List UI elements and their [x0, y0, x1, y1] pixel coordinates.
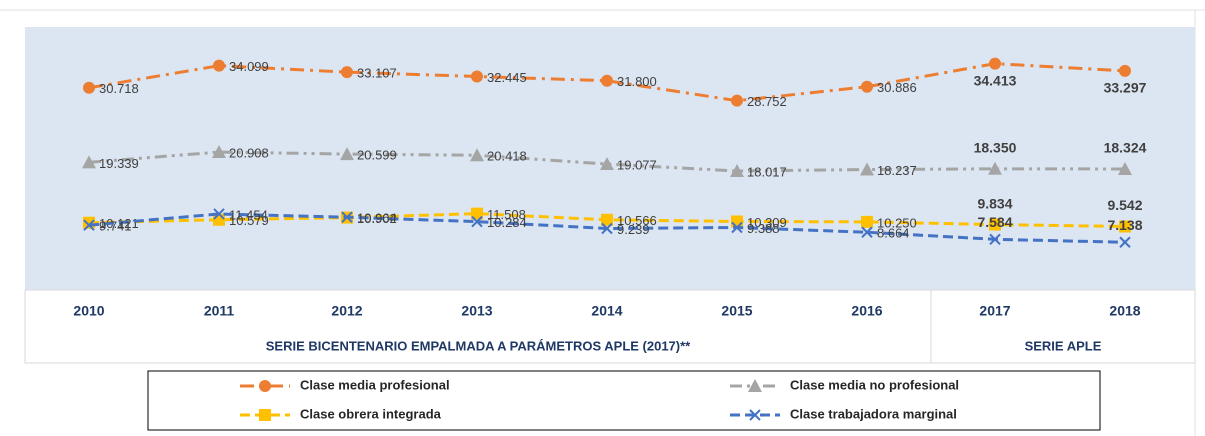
data-label: 18.237: [877, 163, 917, 178]
data-label: 10.964: [357, 211, 397, 226]
data-label: 10.579: [229, 213, 269, 228]
x-tick-label: 2010: [73, 303, 104, 319]
data-label: 9.834: [977, 195, 1012, 211]
data-label: 7.138: [1107, 217, 1142, 233]
point: [340, 147, 354, 161]
data-label: 18.017: [747, 164, 787, 179]
point: [83, 216, 95, 229]
data-label: 11.454: [229, 207, 268, 222]
data-label: 20.599: [357, 148, 397, 163]
data-label: 10.566: [617, 213, 657, 228]
legend-label: Clase trabajadora marginal: [790, 406, 957, 421]
point: [601, 213, 613, 226]
data-label: 31.800: [617, 74, 657, 89]
data-label: 28.752: [747, 94, 787, 109]
data-label: 34.413: [974, 72, 1017, 88]
legend-marker: [749, 409, 761, 421]
data-label: 20.418: [487, 149, 527, 164]
legend-label: Clase media profesional: [300, 377, 450, 392]
data-label: 18.350: [974, 140, 1017, 156]
point: [989, 233, 1001, 246]
x-tick-label: 2012: [331, 303, 362, 319]
data-label: 10.121: [99, 216, 139, 231]
data-label: 19.339: [99, 156, 139, 171]
point: [341, 66, 353, 79]
legend-marker: [748, 379, 762, 392]
data-label: 7.584: [977, 214, 1012, 230]
x-tick-label: 2017: [979, 303, 1010, 319]
x-tick-label: 2018: [1109, 303, 1140, 319]
point: [1118, 161, 1132, 175]
point: [601, 222, 613, 235]
point: [730, 163, 744, 177]
legend-label: Clase obrera integrada: [300, 406, 442, 421]
x-tick-label: 2016: [851, 303, 882, 319]
point: [83, 219, 95, 231]
group-label: SERIE APLE: [1025, 338, 1102, 353]
legend-marker: [259, 380, 271, 392]
legend-label: Clase media no profesional: [790, 377, 959, 392]
x-tick-label: 2011: [204, 303, 235, 319]
point: [341, 211, 353, 223]
data-label: 10.309: [747, 215, 787, 230]
point: [212, 145, 226, 159]
point: [989, 57, 1001, 70]
point: [731, 215, 743, 228]
point: [213, 59, 225, 72]
point: [213, 208, 225, 220]
data-label: 32.445: [487, 70, 527, 85]
point: [471, 70, 483, 83]
point: [601, 74, 613, 87]
point: [861, 80, 873, 93]
series-line: [88, 150, 1126, 173]
series-line: [88, 62, 1126, 103]
point: [470, 148, 484, 162]
point: [988, 161, 1002, 175]
data-label: 33.297: [1104, 80, 1147, 96]
data-label: 8.664: [877, 226, 910, 241]
point: [989, 218, 1001, 231]
point: [1119, 64, 1131, 77]
point: [1119, 220, 1131, 233]
point: [1119, 236, 1131, 248]
data-label: 18.324: [1104, 140, 1147, 156]
data-label: 19.077: [617, 157, 657, 172]
legend-marker: [259, 409, 271, 421]
group-label: SERIE BICENTENARIO EMPALMADA A PARÁMETRO…: [266, 338, 691, 353]
x-tick-label: 2014: [591, 303, 622, 319]
data-label: 9.239: [617, 222, 650, 237]
legend: [147, 370, 1101, 431]
point: [731, 221, 743, 234]
data-label: 11.508: [487, 207, 526, 222]
point: [600, 157, 614, 171]
point: [83, 81, 95, 94]
data-label: 20.908: [229, 145, 269, 160]
data-label: 10.250: [877, 215, 917, 230]
point: [471, 215, 483, 228]
data-label: 30.718: [99, 81, 139, 96]
data-label: 9.741: [99, 219, 132, 234]
data-label: 10.284: [487, 215, 527, 230]
data-label: 9.542: [1107, 197, 1142, 213]
point: [861, 215, 873, 228]
data-label: 9.388: [747, 221, 780, 236]
category-table: [24, 289, 1196, 364]
point: [860, 162, 874, 176]
data-label: 34.099: [229, 59, 269, 74]
point: [82, 155, 96, 169]
x-tick-label: 2013: [461, 303, 492, 319]
point: [731, 94, 743, 107]
data-label: 30.886: [877, 80, 917, 95]
point: [861, 226, 873, 238]
x-tick-label: 2015: [721, 303, 752, 319]
data-label: 33.107: [357, 66, 397, 81]
point: [471, 207, 483, 220]
